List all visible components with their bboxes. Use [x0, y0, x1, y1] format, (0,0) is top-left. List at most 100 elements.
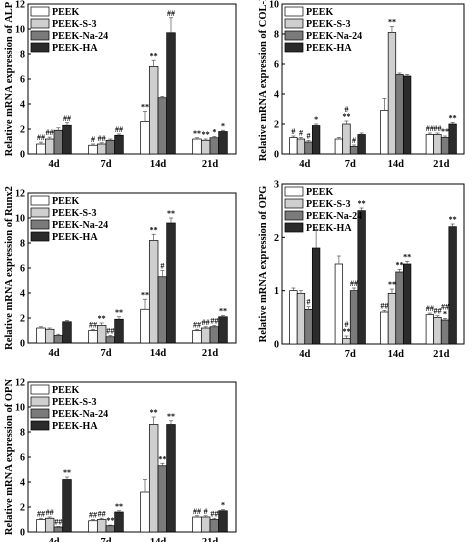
legend-swatch — [30, 195, 50, 206]
bar-peek-ha-21d — [218, 131, 228, 155]
significance-mark: ** — [441, 127, 449, 136]
bar-peek-21d — [425, 134, 435, 155]
significance-mark: # — [307, 298, 311, 307]
bar-peek-na-24-14d — [395, 271, 404, 345]
bar-peek-ha-7d — [114, 134, 124, 155]
legend-label: PEEK — [52, 385, 79, 396]
legend-swatch — [30, 384, 50, 395]
y-tick-label: 0 — [20, 150, 25, 161]
significance-mark: * — [221, 121, 225, 130]
legend-label: PEEK-S-3 — [306, 199, 350, 210]
significance-mark: ** — [342, 112, 350, 121]
legend-label: PEEK-HA — [52, 421, 98, 432]
x-tick-label: 4d — [299, 349, 310, 360]
significance-mark: ** — [115, 502, 123, 511]
significance-mark: ## — [37, 133, 45, 142]
x-tick-label: 14d — [388, 159, 405, 170]
x-tick-label: 7d — [100, 159, 111, 170]
y-tick-label: 1 — [274, 286, 279, 297]
x-tick-label: 7d — [100, 537, 111, 542]
legend-swatch — [30, 30, 50, 41]
legend-label: PEEK-S-3 — [52, 397, 96, 408]
legend-label: PEEK-Na-24 — [52, 409, 108, 420]
bar-peek-na-24-14d — [157, 465, 168, 533]
x-tick-label: 21d — [202, 159, 219, 170]
significance-mark: ## — [426, 124, 434, 133]
significance-mark: ** — [193, 129, 201, 138]
x-tick-label: 4d — [48, 348, 59, 359]
bar-peek-na-24-21d — [209, 326, 220, 344]
legend-label: PEEK-HA — [306, 223, 352, 234]
bar-peek-s-3-4d — [44, 328, 55, 344]
significance-mark: * — [443, 309, 447, 318]
significance-mark: # — [299, 129, 303, 138]
legend-swatch — [284, 186, 304, 197]
bar-peek-s-3-21d — [433, 316, 442, 345]
legend-swatch — [30, 219, 50, 230]
bar-peek-14d — [140, 491, 150, 533]
bar-peek-ha-14d — [402, 263, 412, 345]
x-tick-label: 21d — [202, 348, 219, 359]
x-tick-label: 14d — [150, 159, 167, 170]
bar-peek-ha-4d — [311, 125, 321, 155]
significance-mark: ## — [98, 509, 106, 518]
bar-peek-ha-4d — [311, 247, 321, 345]
y-tick-label: 12 — [15, 189, 25, 200]
y-tick-label: 3 — [274, 180, 279, 191]
significance-mark: ** — [158, 454, 166, 463]
y-axis-label: Relative mRNA expression of ALP — [4, 1, 15, 156]
significance-mark: ** — [141, 103, 149, 112]
y-tick-label: 0 — [20, 528, 25, 539]
bar-peek-4d — [289, 137, 298, 155]
bar-peek-ha-4d — [62, 124, 72, 155]
y-tick-label: 8 — [274, 30, 279, 41]
y-tick-label: 4 — [20, 478, 25, 489]
significance-mark: ** — [342, 327, 350, 336]
significance-mark: ## — [350, 279, 358, 288]
bar-peek-ha-14d — [166, 424, 176, 533]
bar-peek-ha-4d — [62, 321, 72, 344]
bar-peek-na-24-7d — [105, 139, 116, 155]
significance-mark: ## — [54, 517, 62, 526]
bar-peek-na-24-14d — [395, 74, 404, 155]
bar-peek-21d — [425, 314, 435, 345]
x-tick-label: 7d — [100, 348, 111, 359]
y-tick-label: 2 — [274, 120, 279, 131]
x-tick-label: 4d — [299, 159, 310, 170]
legend-label: PEEK-S-3 — [52, 208, 96, 219]
bar-peek-ha-14d — [166, 222, 176, 344]
y-tick-label: 10 — [15, 403, 25, 414]
bar-peek-s-3-21d — [433, 134, 442, 155]
y-tick-label: 4 — [20, 100, 25, 111]
legend-label: PEEK-Na-24 — [306, 31, 362, 42]
bar-peek-s-3-14d — [148, 240, 159, 344]
bar-peek-7d — [88, 520, 98, 533]
bar-peek-7d — [88, 144, 98, 155]
legend-swatch — [30, 420, 50, 431]
bar-peek-na-24-4d — [53, 129, 64, 155]
y-tick-label: 10 — [15, 214, 25, 225]
significance-mark: ** — [449, 215, 457, 224]
bar-peek-s-3-14d — [148, 424, 159, 533]
legend-swatch — [30, 6, 50, 17]
bar-peek-na-24-7d — [105, 525, 116, 533]
significance-mark: ## — [433, 307, 441, 316]
significance-mark: ** — [388, 280, 396, 289]
bar-peek-ha-7d — [114, 511, 124, 533]
significance-mark: # — [344, 320, 348, 329]
bar-peek-s-3-7d — [96, 143, 107, 155]
legend-label: PEEK-S-3 — [306, 19, 350, 30]
significance-mark: ## — [46, 508, 54, 517]
legend-label: PEEK-Na-24 — [52, 31, 108, 42]
significance-mark: # — [91, 135, 95, 144]
legend-swatch — [30, 396, 50, 407]
y-tick-label: 2 — [20, 503, 25, 514]
bar-peek-ha-7d — [114, 318, 124, 344]
legend-swatch — [30, 42, 50, 53]
